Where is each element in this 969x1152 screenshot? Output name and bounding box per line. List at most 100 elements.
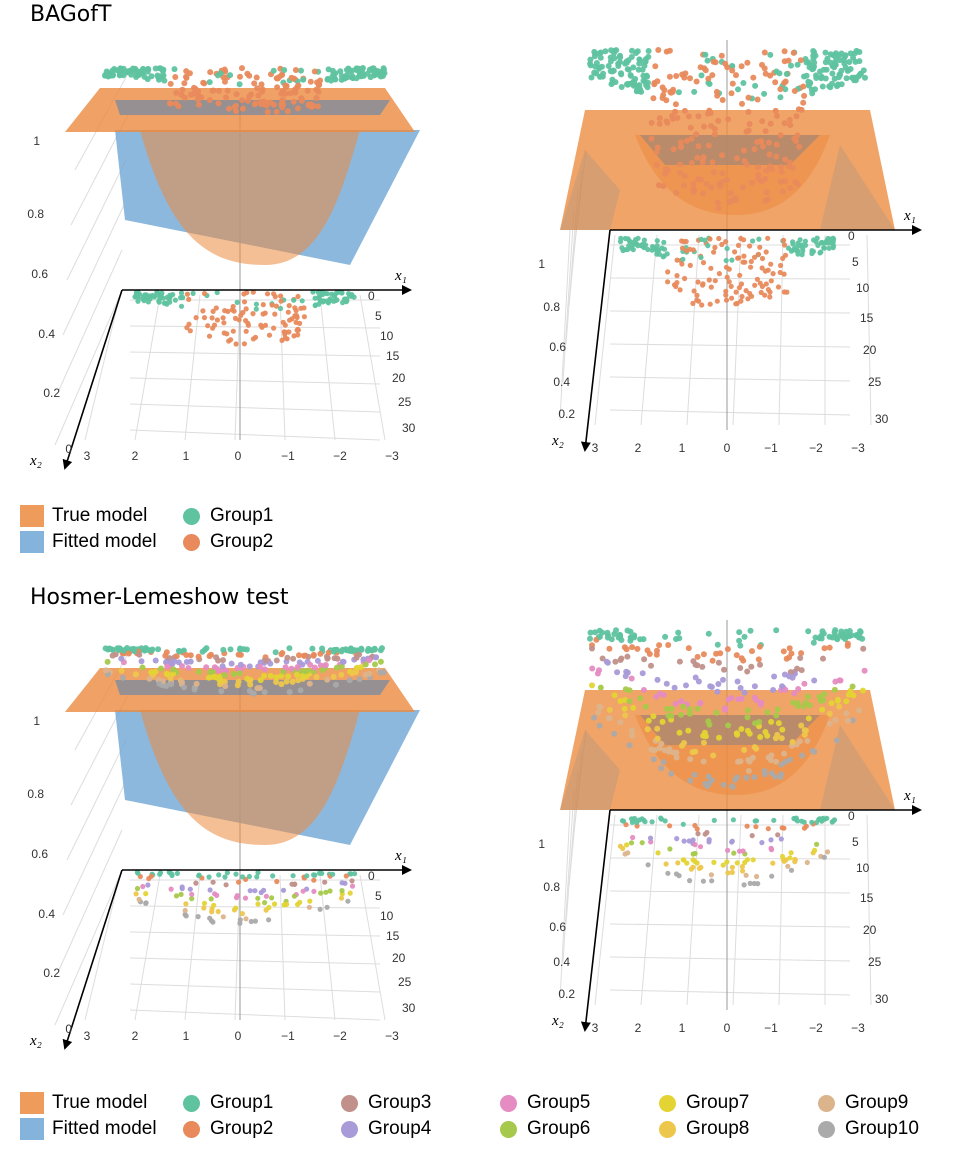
data-point-group8 xyxy=(239,911,245,917)
data-point-group2 xyxy=(250,289,256,295)
data-point-group1 xyxy=(857,628,864,635)
data-point-group7 xyxy=(744,727,751,734)
data-point-group6 xyxy=(731,850,737,856)
data-point-group2 xyxy=(768,278,774,284)
data-point-group7 xyxy=(676,729,683,736)
legend-item-true-model[interactable]: True model xyxy=(20,1092,147,1114)
data-point-group1 xyxy=(617,239,624,245)
data-point-group2 xyxy=(743,288,749,294)
data-point-group1 xyxy=(824,238,830,244)
data-point-group7 xyxy=(267,672,274,679)
data-point-group2 xyxy=(773,141,780,148)
x2-axis-arrow xyxy=(580,809,611,1032)
data-point-group2 xyxy=(315,103,321,110)
x2-axis-label: x₂ xyxy=(551,433,564,449)
data-point-group2 xyxy=(294,105,301,112)
data-point-group2 xyxy=(734,300,740,307)
legend-item-group1[interactable]: Group1 xyxy=(183,505,273,527)
data-point-group10 xyxy=(769,873,775,879)
data-point-group2 xyxy=(262,322,269,328)
data-point-group1 xyxy=(134,71,141,78)
data-point-group2 xyxy=(311,68,318,75)
data-point-group2 xyxy=(729,295,735,301)
legend-item-group8[interactable]: Group8 xyxy=(659,1118,749,1140)
data-point-group1 xyxy=(105,646,112,653)
data-point-group1 xyxy=(365,645,372,652)
data-point-group3 xyxy=(676,658,683,665)
x1-tick-label: 1 xyxy=(679,441,686,455)
legend-label: Group8 xyxy=(686,1118,750,1139)
data-point-group3 xyxy=(356,651,363,658)
data-point-group1 xyxy=(741,633,748,640)
data-point-group6 xyxy=(690,851,696,857)
legend-item-group9[interactable]: Group9 xyxy=(818,1092,908,1114)
data-point-group8 xyxy=(278,681,285,688)
data-point-group2 xyxy=(782,156,789,163)
data-point-group2 xyxy=(221,330,227,336)
data-point-group2 xyxy=(233,341,239,347)
legend-label: True model xyxy=(52,1092,148,1113)
gridline xyxy=(609,857,851,860)
data-point-group1 xyxy=(364,70,371,77)
legend-item-fitted-model[interactable]: Fitted model xyxy=(20,1118,157,1140)
data-point-group2 xyxy=(726,266,732,272)
data-point-group2 xyxy=(722,60,729,67)
data-point-group2 xyxy=(739,100,745,107)
data-point-group9 xyxy=(844,717,851,724)
data-point-group2 xyxy=(681,182,687,189)
data-point-group2 xyxy=(781,237,787,243)
data-point-group8 xyxy=(801,731,808,738)
x2-tick-label: 30 xyxy=(875,992,889,1006)
data-point-group2 xyxy=(240,309,246,316)
legend-item-group1[interactable]: Group1 xyxy=(183,1092,273,1114)
legend-item-group10[interactable]: Group10 xyxy=(818,1118,919,1140)
data-point-group1 xyxy=(818,632,825,639)
data-point-group6 xyxy=(236,670,243,677)
data-point-group2 xyxy=(688,160,695,166)
data-point-group2 xyxy=(254,85,261,92)
data-point-group1 xyxy=(706,81,713,87)
gridline xyxy=(129,957,381,965)
data-point-group7 xyxy=(266,904,272,911)
data-point-group6 xyxy=(637,695,644,702)
legend-item-group5[interactable]: Group5 xyxy=(500,1092,590,1114)
data-point-group1 xyxy=(300,76,307,83)
data-point-group5 xyxy=(140,883,146,890)
data-point-group6 xyxy=(713,709,720,716)
data-point-group2 xyxy=(295,293,301,300)
legend-item-group2[interactable]: Group2 xyxy=(183,531,273,553)
legend-label: Group5 xyxy=(527,1092,591,1113)
data-point-group2 xyxy=(762,268,768,274)
legend-item-group7[interactable]: Group7 xyxy=(659,1092,749,1114)
data-point-group10 xyxy=(650,756,657,763)
data-point-group2 xyxy=(766,139,772,146)
legend-item-group6[interactable]: Group6 xyxy=(500,1118,590,1140)
data-point-group1 xyxy=(777,94,784,101)
gridline xyxy=(866,234,872,426)
gridline xyxy=(84,294,121,441)
data-point-group9 xyxy=(102,667,109,674)
data-point-group2 xyxy=(740,147,747,154)
data-point-group1 xyxy=(199,648,206,655)
data-point-group1 xyxy=(627,72,634,79)
data-point-group2 xyxy=(195,653,202,660)
data-point-group7 xyxy=(233,905,239,911)
data-point-group2 xyxy=(793,138,799,145)
gridline xyxy=(54,294,121,446)
data-point-group2 xyxy=(241,291,247,297)
data-point-group2 xyxy=(687,124,694,131)
legend-item-group3[interactable]: Group3 xyxy=(341,1092,431,1114)
legend-item-true-model[interactable]: True model xyxy=(20,505,147,527)
data-point-group2 xyxy=(167,80,174,87)
legend-item-group2[interactable]: Group2 xyxy=(183,1118,273,1140)
data-point-group1 xyxy=(227,646,234,653)
legend-item-fitted-model[interactable]: Fitted model xyxy=(20,531,157,553)
data-point-group2 xyxy=(790,49,797,56)
data-point-group1 xyxy=(634,48,641,55)
data-point-group1 xyxy=(617,633,624,640)
scatter-points xyxy=(132,289,357,347)
data-point-group2 xyxy=(758,178,765,185)
data-point-group8 xyxy=(696,865,703,871)
legend-item-group4[interactable]: Group4 xyxy=(341,1118,431,1140)
